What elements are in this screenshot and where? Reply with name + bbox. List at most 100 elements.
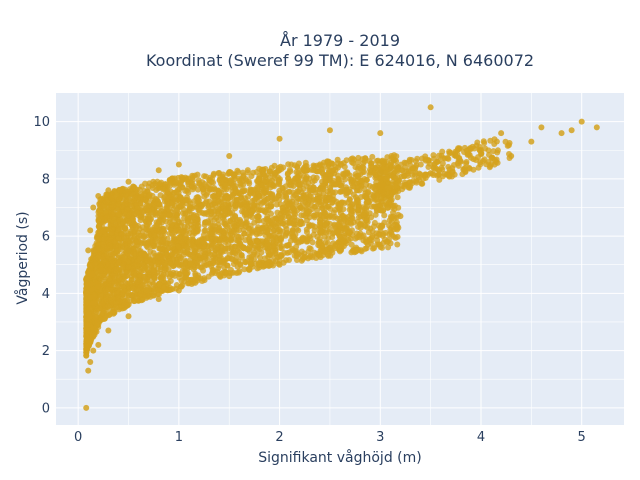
scatter-point	[487, 137, 494, 144]
scatter-point	[117, 187, 124, 194]
scatter-point	[381, 212, 388, 219]
scatter-point	[97, 267, 104, 274]
scatter-point	[85, 247, 92, 254]
scatter-point	[87, 227, 94, 234]
scatter-point	[94, 319, 101, 326]
scatter-point	[276, 261, 283, 268]
scatter-point	[216, 256, 223, 263]
scatter-point	[204, 189, 211, 196]
scatter-point	[329, 196, 336, 203]
scatter-point	[538, 124, 545, 131]
scatter-point	[136, 225, 143, 232]
scatter-point	[104, 267, 111, 274]
scatter-point	[369, 228, 376, 235]
scatter-point	[240, 172, 247, 179]
scatter-point	[129, 215, 136, 222]
scatter-point	[91, 331, 98, 338]
scatter-point	[224, 223, 231, 230]
scatter-point	[338, 188, 345, 195]
scatter-point	[475, 154, 482, 161]
scatter-point	[477, 161, 484, 168]
scatter-point	[162, 265, 169, 272]
scatter-point	[417, 171, 424, 178]
scatter-point	[160, 227, 167, 234]
scatter-point	[385, 236, 392, 243]
scatter-point	[255, 175, 262, 182]
scatter-point	[106, 311, 113, 318]
x-tick-label: 0	[74, 430, 82, 445]
scatter-point	[315, 239, 322, 246]
scatter-point	[172, 179, 179, 186]
scatter-point	[456, 145, 463, 152]
scatter-point	[110, 210, 117, 217]
scatter-point	[125, 220, 132, 227]
scatter-point	[369, 184, 376, 191]
scatter-point	[290, 183, 297, 190]
scatter-point	[132, 227, 139, 234]
scatter-point	[109, 299, 116, 306]
scatter-point	[266, 168, 273, 175]
scatter-point	[413, 178, 420, 185]
scatter-point	[97, 207, 104, 214]
scatter-point	[355, 154, 362, 161]
scatter-point	[133, 239, 140, 246]
scatter-point	[101, 203, 108, 210]
scatter-point	[308, 202, 315, 209]
scatter-point	[210, 267, 217, 274]
scatter-point	[363, 181, 370, 188]
scatter-point	[270, 232, 277, 239]
scatter-point	[203, 235, 210, 242]
scatter-point	[243, 219, 250, 226]
scatter-point	[176, 234, 183, 241]
scatter-point	[155, 296, 162, 303]
scatter-point	[289, 215, 296, 222]
scatter-point	[228, 244, 235, 251]
scatter-point	[256, 192, 263, 199]
scatter-point	[168, 220, 175, 227]
scatter-point	[166, 212, 173, 219]
y-tick-label: 0	[42, 401, 50, 416]
scatter-point	[184, 280, 191, 287]
scatter-point	[368, 214, 375, 221]
scatter-point	[137, 290, 144, 297]
scatter-point	[320, 248, 327, 255]
scatter-point	[394, 163, 401, 170]
scatter-point	[235, 227, 242, 234]
chart-title-line-1: År 1979 - 2019	[280, 31, 400, 50]
scatter-point	[94, 305, 101, 312]
scatter-point	[95, 341, 102, 348]
scatter-point	[256, 246, 263, 253]
scatter-point	[295, 227, 302, 234]
scatter-point	[179, 263, 186, 270]
scatter-point	[425, 164, 432, 171]
scatter-point	[402, 164, 409, 171]
scatter-point	[284, 249, 291, 256]
scatter-point	[167, 260, 174, 267]
scatter-point	[382, 169, 389, 176]
scatter-point	[269, 248, 276, 255]
scatter-point	[171, 237, 178, 244]
scatter-point	[91, 293, 98, 300]
x-tick-label: 4	[477, 430, 485, 445]
scatter-point	[285, 175, 292, 182]
scatter-point	[144, 198, 151, 205]
scatter-point	[348, 241, 355, 248]
scatter-point	[337, 202, 344, 209]
scatter-point	[248, 186, 255, 193]
scatter-point	[210, 170, 217, 177]
scatter-point	[134, 205, 141, 212]
scatter-point	[242, 210, 249, 217]
scatter-point	[125, 313, 132, 320]
scatter-point	[490, 148, 497, 155]
scatter-point	[169, 244, 176, 251]
scatter-point	[279, 205, 286, 212]
scatter-point	[463, 160, 470, 167]
scatter-point	[346, 186, 353, 193]
scatter-point	[181, 223, 188, 230]
scatter-point	[243, 214, 250, 221]
scatter-point	[207, 220, 214, 227]
scatter-point	[369, 153, 376, 160]
scatter-point	[334, 156, 341, 163]
scatter-point	[228, 227, 235, 234]
scatter-point	[291, 221, 298, 228]
